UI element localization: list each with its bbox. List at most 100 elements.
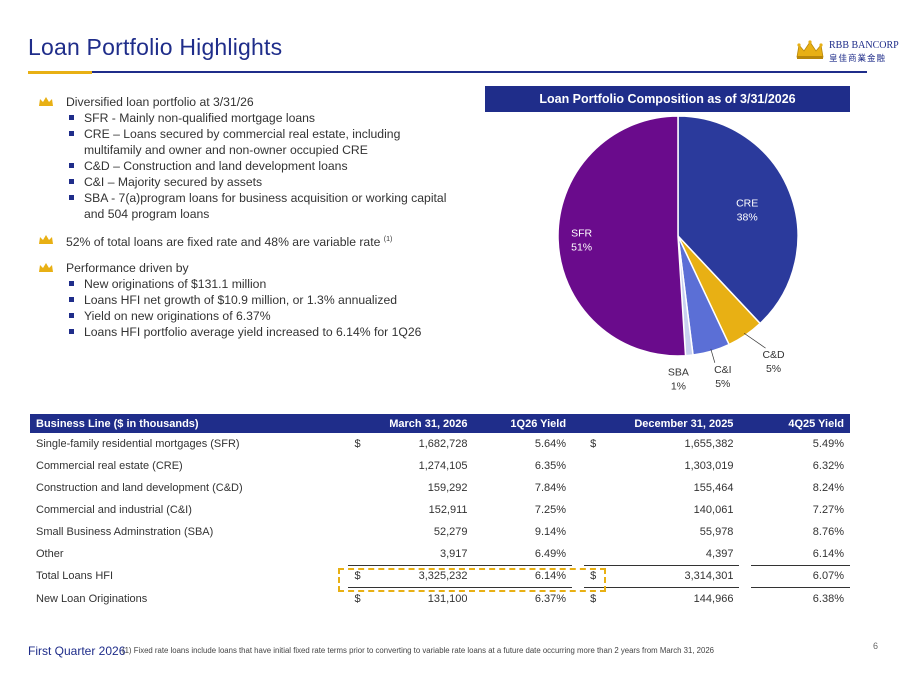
currency-symbol: $ <box>590 438 597 450</box>
slice-label: CRE <box>736 198 758 210</box>
row-label: Construction and land development (C&D) <box>36 482 243 494</box>
pie-chart-svg: CRE 38% C&D 5% C&I 5% SBA 1% SFR 51% <box>557 115 799 392</box>
value-dec-2025: 4,397 <box>705 547 734 560</box>
pie-chart: CRE 38% C&D 5% C&I 5% SBA 1% SFR 51% <box>485 112 850 402</box>
slice-label: C&D <box>762 349 785 361</box>
row-label: Single-family residential mortgages (SFR… <box>36 438 240 450</box>
row-label: Commercial and industrial (C&I) <box>36 504 192 516</box>
sub-bullet: Loans HFI portfolio average yield increa… <box>36 324 456 340</box>
logo-chinese-name: 皇佳商業金融 <box>829 53 887 63</box>
sub-bullet: C&D – Construction and land development … <box>36 158 456 174</box>
table-header-row: Business Line ($ in thousands) March 31,… <box>30 414 850 433</box>
yield-1q26: 5.64% <box>534 438 567 450</box>
yield-1q26: 6.35% <box>534 460 567 472</box>
pie-slice-sfr <box>557 115 687 357</box>
crown-logo-icon <box>796 40 824 59</box>
footnote-ref: (1) <box>383 236 393 243</box>
currency-symbol <box>584 477 598 499</box>
table-row: Commercial and industrial (C&I) 152,911 7.… <box>30 499 850 521</box>
page-number: 6 <box>873 641 879 651</box>
bullet-label: Performance driven by <box>66 261 189 276</box>
yield-4q25: 6.14% <box>812 547 844 560</box>
currency-symbol <box>584 455 598 477</box>
bullet-label: Diversified loan portfolio at 3/31/26 <box>66 95 254 109</box>
yield-1q26: 9.14% <box>534 526 567 538</box>
currency-symbol <box>584 521 598 543</box>
table-row: Single-family residential mortgages (SFR… <box>30 433 850 455</box>
slice-label: SBA <box>668 366 689 378</box>
new-originations-row: New Loan Originations $131,100 6.37% $144,9… <box>30 587 850 611</box>
yield-4q25: 7.27% <box>812 504 844 516</box>
yield-4q25: 6.07% <box>751 564 850 588</box>
col-business-line: Business Line ($ in thousands) <box>30 414 349 433</box>
slice-value-label: 5% <box>766 363 781 375</box>
value-mar-2026: 52,279 <box>433 526 468 538</box>
value-dec-2025: 3,314,301 <box>598 564 740 588</box>
sub-bullet: Yield on new originations of 6.37% <box>36 308 456 324</box>
yield-1q26: 7.25% <box>534 504 567 516</box>
currency-symbol <box>584 499 598 521</box>
chart-title: Loan Portfolio Composition as of 3/31/20… <box>485 86 850 112</box>
col-mar-2026: March 31, 2026 <box>348 414 474 433</box>
value-mar-2026: 1,274,105 <box>418 460 468 472</box>
leader-line <box>710 348 716 363</box>
sub-bullet: SFR - Mainly non-qualified mortgage loan… <box>36 110 456 126</box>
table-row: Construction and land development (C&D) 1… <box>30 477 850 499</box>
value-dec-2025: 144,966 <box>693 593 734 606</box>
slice-value-label: 1% <box>671 380 686 392</box>
col-4q25-yield: 4Q25 Yield <box>751 414 850 433</box>
yield-1q26: 7.84% <box>534 482 567 494</box>
slice-value-label: 5% <box>715 378 730 390</box>
page-title: Loan Portfolio Highlights <box>28 34 283 60</box>
bullet-diversified: Diversified loan portfolio at 3/31/26 <box>36 94 456 110</box>
currency-symbol: $ <box>354 593 361 606</box>
table-row: Other 3,917 6.49% 4,397 6.14% <box>30 543 850 565</box>
row-label: Commercial real estate (CRE) <box>36 460 183 472</box>
currency-symbol <box>584 543 598 565</box>
crown-icon <box>39 263 53 273</box>
value-mar-2026: 3,917 <box>440 547 468 560</box>
sub-bullet: Loans HFI net growth of $10.9 million, o… <box>36 292 456 308</box>
value-dec-2025: 1,655,382 <box>684 438 734 450</box>
value-mar-2026: 1,682,728 <box>418 438 468 450</box>
highlights-list: Diversified loan portfolio at 3/31/26 SF… <box>36 94 456 340</box>
currency-symbol <box>348 543 362 565</box>
title-rule <box>28 71 867 73</box>
currency-symbol <box>348 521 362 543</box>
yield-4q25: 5.49% <box>812 438 844 450</box>
currency-symbol <box>348 477 362 499</box>
company-logo: RBB BANCORP 皇佳商業金融 <box>795 38 899 64</box>
bullet-performance: Performance driven by <box>36 260 456 276</box>
title-accent <box>28 71 92 74</box>
slice-value-label: 51% <box>571 242 592 254</box>
footer-quarter: First Quarter 2026 <box>28 644 126 658</box>
col-dec-2025: December 31, 2025 <box>584 414 740 433</box>
value-mar-2026: 3,325,232 <box>362 564 474 588</box>
value-mar-2026: 131,100 <box>427 593 468 606</box>
slice-label: C&I <box>714 364 732 376</box>
yield-4q25: 6.38% <box>812 593 844 606</box>
value-dec-2025: 155,464 <box>693 482 734 494</box>
table-row: Small Business Adminstration (SBA) 52,279… <box>30 521 850 543</box>
slice-label: SFR <box>571 228 592 240</box>
bullet-fixed-rate: 52% of total loans are fixed rate and 48… <box>36 232 456 250</box>
slice-value-label: 38% <box>737 212 758 224</box>
bullet-label: 52% of total loans are fixed rate and 48… <box>66 235 381 250</box>
value-dec-2025: 1,303,019 <box>684 460 734 472</box>
value-dec-2025: 140,061 <box>693 504 734 516</box>
yield-1q26: 6.37% <box>534 593 567 606</box>
pie-slice-cre <box>677 115 799 325</box>
sub-bullet: New originations of $131.1 million <box>36 276 456 292</box>
table-row: Commercial real estate (CRE) 1,274,105 6.3… <box>30 455 850 477</box>
currency-symbol <box>348 499 362 521</box>
yield-1q26: 6.49% <box>534 547 567 560</box>
row-label: Total Loans HFI <box>36 570 114 582</box>
currency-symbol: $ <box>348 564 363 588</box>
total-row: Total Loans HFI $3,325,232 6.14% $3,314,301… <box>30 564 850 588</box>
currency-symbol: $ <box>590 593 597 606</box>
loan-table: Business Line ($ in thousands) March 31,… <box>30 414 850 611</box>
currency-symbol <box>348 455 362 477</box>
sub-bullet: SBA - 7(a)program loans for business acq… <box>36 190 456 222</box>
crown-icon <box>39 97 53 106</box>
row-label: Small Business Adminstration (SBA) <box>36 526 214 538</box>
